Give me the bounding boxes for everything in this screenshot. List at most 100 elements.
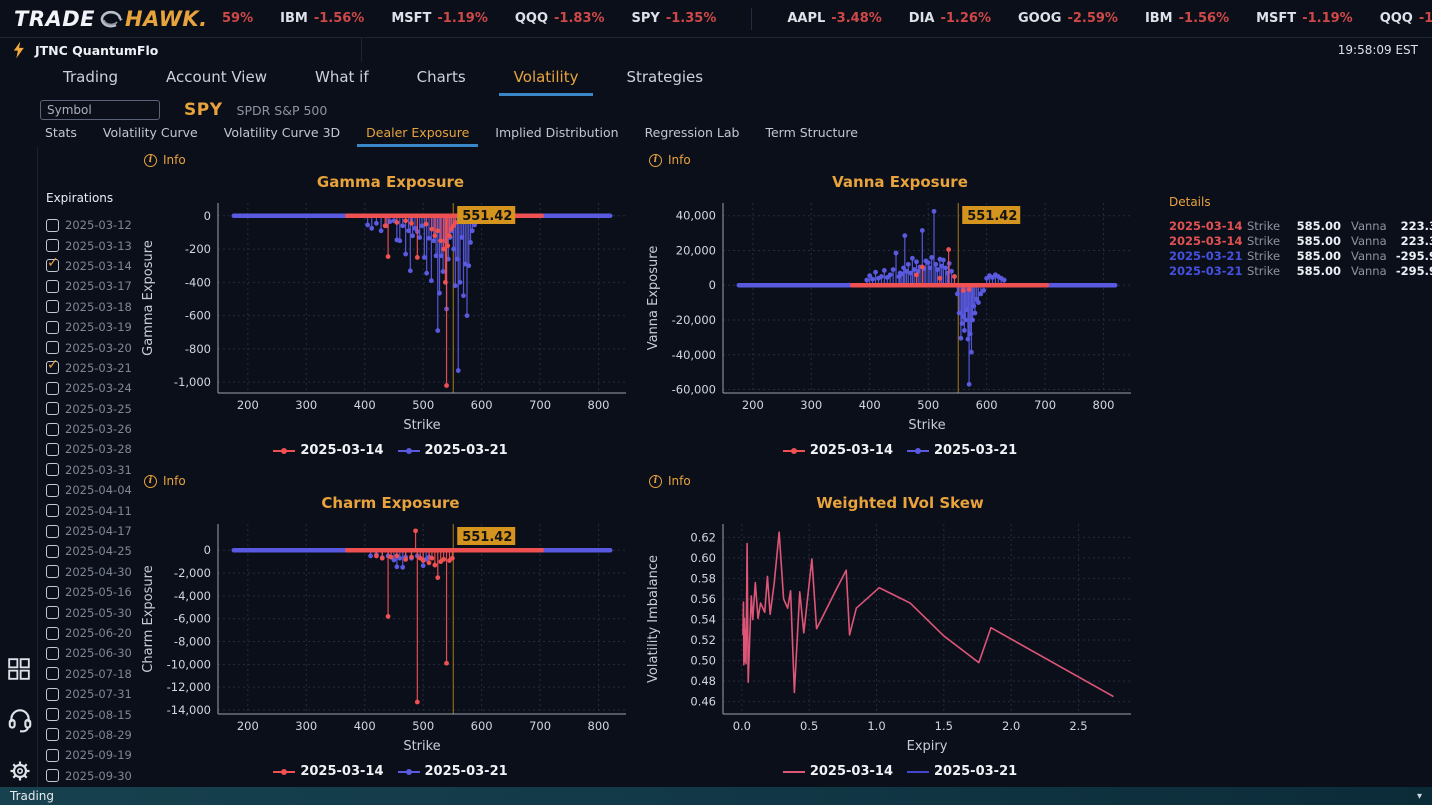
expiration-item[interactable]: ✓ 2025-03-14 [46,255,138,276]
legend-item-2025-03-14[interactable]: 2025-03-14 [273,764,384,779]
expiration-item[interactable]: 2025-07-31 [46,684,138,704]
expiration-item[interactable]: 2025-06-30 [46,643,138,663]
expiration-checkbox[interactable] [46,504,59,518]
expiration-item[interactable]: 2025-04-30 [46,562,138,582]
settings-gear-icon[interactable] [7,758,33,784]
expiration-item[interactable]: 2025-05-30 [46,602,138,622]
expiration-checkbox[interactable] [46,300,59,314]
bottom-bar-caret-icon[interactable]: ▾ [1416,790,1422,802]
legend-item-2025-03-21[interactable]: 2025-03-21 [907,443,1017,458]
expiration-checkbox[interactable] [46,708,59,722]
ticker-item[interactable]: GOOG -2.59% [1018,11,1118,26]
expiration-checkbox[interactable]: ✓ [46,255,59,273]
expiration-checkbox[interactable] [46,239,59,253]
tab-volatility[interactable]: Volatility [498,63,594,96]
expiration-item[interactable]: 2025-09-19 [46,745,138,765]
ticker-item[interactable]: DIA -1.26% [909,11,991,26]
expiration-checkbox[interactable] [46,748,59,762]
expiration-item[interactable]: 2025-08-15 [46,704,138,724]
ticker-item[interactable]: QQQ -1.83% [515,11,605,26]
subtab-implied-distribution[interactable]: Implied Distribution [495,125,619,140]
ticker-item[interactable]: AAPL -3.48% [787,11,881,26]
legend-item-2025-03-21[interactable]: 2025-03-21 [397,443,508,458]
dashboard-grid-icon[interactable] [7,657,31,681]
chart-plot-charm-exposure[interactable]: 200 300 400 500 600 700 800 0 -2,000 -4,000 -6,000… [138,516,638,764]
expiration-checkbox[interactable] [46,585,59,599]
ticker-item[interactable]: QQQ -1.83% [1380,11,1432,26]
expiration-checkbox[interactable] [46,320,59,334]
expiration-checkbox[interactable] [46,381,59,395]
expiration-item[interactable]: 2025-04-25 [46,541,138,561]
expiration-checkbox[interactable] [46,279,59,293]
subtab-volatility-curve-3d[interactable]: Volatility Curve 3D [223,125,341,140]
expiration-checkbox[interactable] [46,687,59,701]
expiration-checkbox[interactable] [46,544,59,558]
expiration-item[interactable]: 2025-03-31 [46,460,138,480]
tab-account-view[interactable]: Account View [166,68,267,86]
expiration-item[interactable]: 2025-03-19 [46,317,138,337]
expiration-item[interactable]: 2025-07-18 [46,664,138,684]
chart-plot-gamma-exposure[interactable]: 200 300 400 500 600 700 800 0 -200 -400 -600 -800 -1… [138,195,638,443]
expiration-checkbox[interactable] [46,626,59,640]
subtab-dealer-exposure[interactable]: Dealer Exposure [357,123,479,147]
expiration-checkbox[interactable]: ✓ [46,357,59,375]
expiration-item[interactable]: 2025-03-26 [46,419,138,439]
tab-charts[interactable]: Charts [416,68,466,86]
expiration-checkbox[interactable] [46,524,59,538]
chart-plot-weighted-ivol-skew[interactable]: 0.0 0.5 1.0 1.5 2.0 2.5 0.62 0.60 0.58 0.56 0.54 0.… [643,516,1143,764]
subtab-volatility-curve[interactable]: Volatility Curve [102,125,198,140]
ticker-item[interactable]: MSFT -1.19% [1256,11,1353,26]
ticker-item[interactable]: SPY -1.35% [632,11,717,26]
expiration-checkbox[interactable] [46,442,59,456]
expiration-item[interactable]: 2025-04-17 [46,521,138,541]
symbol-input[interactable] [40,100,160,120]
legend-item-2025-03-14[interactable]: 2025-03-14 [782,443,893,458]
ticker-item[interactable]: IBM -1.56% [280,11,364,26]
expiration-item[interactable]: 2025-03-12 [46,215,138,235]
subtab-term-structure[interactable]: Term Structure [765,125,858,140]
expiration-item[interactable]: ✓ 2025-03-21 [46,357,138,378]
expiration-item[interactable]: 2025-04-04 [46,480,138,500]
chart-info-button[interactable]: i Info [138,472,208,490]
expiration-item[interactable]: 2025-05-16 [46,582,138,602]
tab-what-if[interactable]: What if [314,68,369,86]
expiration-checkbox[interactable] [46,463,59,477]
expiration-checkbox[interactable] [46,402,59,416]
expiration-item[interactable]: 2025-09-30 [46,766,138,786]
chart-info-button[interactable]: i Info [138,151,208,169]
legend-item-2025-03-21[interactable]: 2025-03-21 [907,764,1017,779]
ticker-item[interactable]: MSFT -1.19% [391,11,488,26]
ticker-item[interactable]: IBM -1.56% [1145,11,1229,26]
expiration-item[interactable]: 2025-03-25 [46,399,138,419]
legend-item-2025-03-14[interactable]: 2025-03-14 [782,764,893,779]
tab-trading[interactable]: Trading [63,68,119,86]
expiration-checkbox[interactable] [46,341,59,355]
chart-plot-vanna-exposure[interactable]: 200 300 400 500 600 700 800 40,000 20,000 0 -20,00… [643,195,1143,443]
expiration-checkbox[interactable] [46,565,59,579]
expiration-item[interactable]: 2025-03-20 [46,337,138,357]
expiration-item[interactable]: 2025-03-13 [46,235,138,255]
expiration-item[interactable]: 2025-06-20 [46,623,138,643]
subtab-regression-lab[interactable]: Regression Lab [644,125,740,140]
expiration-item[interactable]: 2025-03-17 [46,276,138,296]
expiration-checkbox[interactable] [46,728,59,742]
expiration-item[interactable]: 2025-03-28 [46,439,138,459]
expiration-item[interactable]: 2025-04-11 [46,500,138,520]
expiration-checkbox[interactable] [46,218,59,232]
legend-item-2025-03-14[interactable]: 2025-03-14 [273,443,384,458]
expiration-checkbox[interactable] [46,422,59,436]
expiration-checkbox[interactable] [46,606,59,620]
ticker-item[interactable]: 59% [222,11,253,26]
headset-support-icon[interactable] [7,706,33,734]
tab-strategies[interactable]: Strategies [626,68,704,86]
expiration-checkbox[interactable] [46,483,59,497]
expiration-checkbox[interactable] [46,646,59,660]
expiration-item[interactable]: 2025-08-29 [46,725,138,745]
expiration-item[interactable]: 2025-03-24 [46,378,138,398]
expiration-item[interactable]: 2025-03-18 [46,297,138,317]
expiration-checkbox[interactable] [46,769,59,783]
chart-info-button[interactable]: i Info [643,151,713,169]
expiration-checkbox[interactable] [46,667,59,681]
legend-item-2025-03-21[interactable]: 2025-03-21 [397,764,508,779]
chart-info-button[interactable]: i Info [643,472,713,490]
